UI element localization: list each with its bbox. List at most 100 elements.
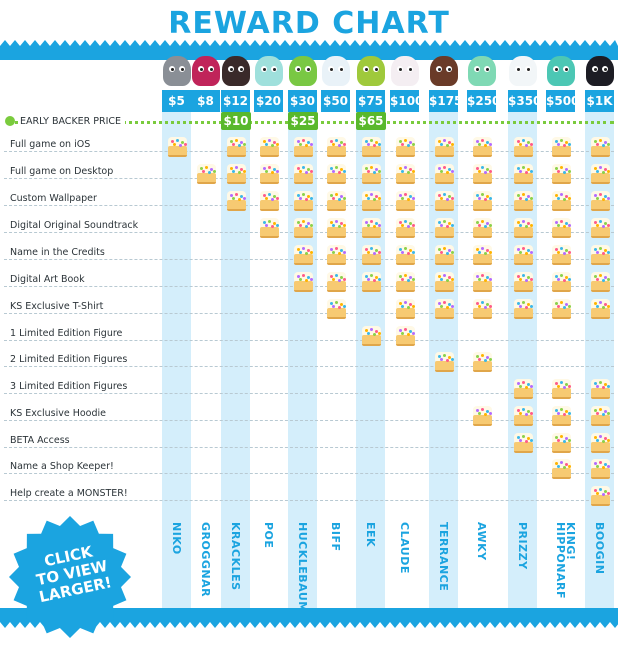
reward-included-cake-icon bbox=[590, 137, 611, 157]
early-backer-price-tag: $25 bbox=[288, 112, 318, 130]
reward-included-cake-icon bbox=[326, 137, 347, 157]
reward-included-cake-icon bbox=[513, 218, 534, 238]
monster-avatar-icon bbox=[586, 56, 614, 86]
reward-included-cake-icon bbox=[226, 164, 247, 184]
tier-price: $5 bbox=[162, 90, 191, 112]
reward-included-cake-icon bbox=[293, 272, 314, 292]
eye-icon bbox=[295, 66, 301, 72]
reward-included-cake-icon bbox=[361, 218, 382, 238]
reward-included-cake-icon bbox=[472, 352, 493, 372]
tier-price: $250 bbox=[467, 90, 500, 112]
eye-icon bbox=[305, 66, 311, 72]
monster-avatar-icon bbox=[468, 56, 496, 86]
reward-included-cake-icon bbox=[434, 191, 455, 211]
reward-included-cake-icon bbox=[196, 164, 217, 184]
reward-included-cake-icon bbox=[395, 191, 416, 211]
reward-included-cake-icon bbox=[590, 245, 611, 265]
tier-price: $30 bbox=[288, 90, 317, 112]
tier-price: $350 bbox=[508, 90, 541, 112]
reward-included-cake-icon bbox=[551, 272, 572, 292]
reward-included-cake-icon bbox=[551, 218, 572, 238]
early-backer-price-tag: $10 bbox=[221, 112, 251, 130]
early-backer-label: EARLY BACKER PRICE bbox=[20, 116, 126, 128]
reward-included-cake-icon bbox=[395, 272, 416, 292]
reward-included-cake-icon bbox=[395, 218, 416, 238]
reward-included-cake-icon bbox=[395, 164, 416, 184]
reward-included-cake-icon bbox=[590, 406, 611, 426]
tier-name: GROGGNAR bbox=[199, 522, 212, 598]
reward-included-cake-icon bbox=[513, 433, 534, 453]
tier-name: BOOGIN KING! bbox=[564, 522, 606, 575]
reward-included-cake-icon bbox=[361, 272, 382, 292]
tier-price: $20 bbox=[254, 90, 283, 112]
reward-included-cake-icon bbox=[472, 406, 493, 426]
eye-icon bbox=[563, 66, 569, 72]
monster-avatar-icon bbox=[322, 56, 350, 86]
reward-included-cake-icon bbox=[472, 299, 493, 319]
reward-included-cake-icon bbox=[590, 191, 611, 211]
reward-included-cake-icon bbox=[590, 433, 611, 453]
reward-row-divider bbox=[4, 393, 614, 394]
reward-included-cake-icon bbox=[472, 164, 493, 184]
reward-included-cake-icon bbox=[293, 218, 314, 238]
top-zigzag-band bbox=[0, 40, 618, 60]
eye-icon bbox=[592, 66, 598, 72]
reward-row-divider bbox=[4, 313, 614, 314]
reward-included-cake-icon bbox=[472, 218, 493, 238]
reward-included-cake-icon bbox=[513, 299, 534, 319]
reward-included-cake-icon bbox=[293, 191, 314, 211]
chart-title: REWARD CHART bbox=[168, 6, 450, 41]
reward-included-cake-icon bbox=[361, 164, 382, 184]
reward-included-cake-icon bbox=[434, 164, 455, 184]
reward-included-cake-icon bbox=[590, 272, 611, 292]
reward-row-divider bbox=[4, 420, 614, 421]
tier-name: KRACKLES bbox=[229, 522, 242, 591]
eye-icon bbox=[271, 66, 277, 72]
tier-name: EEK bbox=[364, 522, 377, 548]
tier-name: CLAUDE bbox=[398, 522, 411, 574]
tier-name: HIPPONARF bbox=[554, 522, 567, 599]
reward-included-cake-icon bbox=[551, 379, 572, 399]
reward-row-divider bbox=[4, 340, 614, 341]
eye-icon bbox=[515, 66, 521, 72]
reward-included-cake-icon bbox=[513, 272, 534, 292]
tier-name: NIKO bbox=[170, 522, 183, 555]
eye-icon bbox=[484, 66, 490, 72]
eye-icon bbox=[525, 66, 531, 72]
eye-icon bbox=[179, 66, 185, 72]
reward-included-cake-icon bbox=[259, 137, 280, 157]
monster-avatar-icon bbox=[163, 56, 191, 86]
reward-label: Full game on Desktop bbox=[10, 166, 114, 177]
monster-avatar-icon bbox=[255, 56, 283, 86]
tier-name: PRIZZY bbox=[516, 522, 529, 570]
reward-included-cake-icon bbox=[551, 137, 572, 157]
tier-price: $8 bbox=[191, 90, 220, 112]
reward-included-cake-icon bbox=[472, 191, 493, 211]
reward-included-cake-icon bbox=[259, 218, 280, 238]
reward-included-cake-icon bbox=[472, 137, 493, 157]
reward-included-cake-icon bbox=[259, 164, 280, 184]
monster-avatar-icon bbox=[192, 56, 220, 86]
reward-included-cake-icon bbox=[293, 137, 314, 157]
reward-included-cake-icon bbox=[326, 218, 347, 238]
bottom-zigzag-band bbox=[0, 608, 618, 628]
tier-name: HUCKLEBAUM bbox=[296, 522, 309, 613]
reward-row-divider bbox=[4, 500, 614, 501]
eye-icon bbox=[474, 66, 480, 72]
monster-avatar-icon bbox=[289, 56, 317, 86]
reward-included-cake-icon bbox=[434, 272, 455, 292]
reward-label: 1 Limited Edition Figure bbox=[10, 328, 123, 339]
reward-included-cake-icon bbox=[326, 164, 347, 184]
reward-included-cake-icon bbox=[513, 191, 534, 211]
reward-included-cake-icon bbox=[513, 379, 534, 399]
reward-included-cake-icon bbox=[590, 459, 611, 479]
reward-included-cake-icon bbox=[326, 191, 347, 211]
eye-icon bbox=[328, 66, 334, 72]
click-to-view-larger-badge-shape[interactable] bbox=[8, 515, 132, 639]
monster-avatar-icon bbox=[222, 56, 250, 86]
reward-included-cake-icon bbox=[259, 191, 280, 211]
reward-included-cake-icon bbox=[361, 326, 382, 346]
monster-avatar-icon bbox=[509, 56, 537, 86]
reward-label: 3 Limited Edition Figures bbox=[10, 381, 128, 392]
